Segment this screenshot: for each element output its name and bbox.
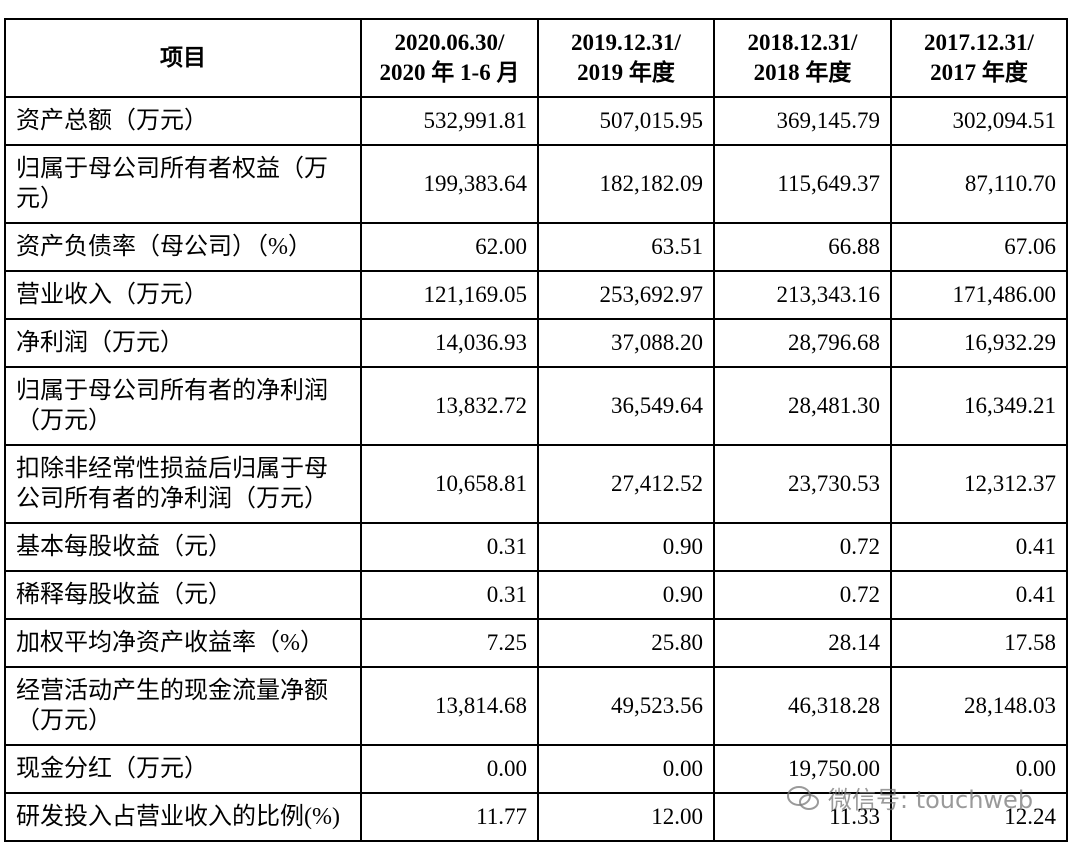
value-cell: 23,730.53: [713, 444, 892, 524]
value-cell: 0.31: [360, 570, 539, 620]
table-row: 营业收入（万元） 121,169.05 253,692.97 213,343.16 17…: [4, 270, 1068, 320]
value-cell: 87,110.70: [890, 144, 1068, 224]
row-label: 研发投入占营业收入的比例(%): [4, 792, 362, 842]
header-cell: 项目: [4, 18, 362, 98]
value-cell: 11.33: [713, 792, 892, 842]
row-label: 资产总额（万元）: [4, 96, 362, 146]
value-cell: 28,796.68: [713, 318, 892, 368]
header-line: 2017.12.31/: [924, 30, 1034, 55]
value-cell: 46,318.28: [713, 666, 892, 746]
table-row: 研发投入占营业收入的比例(%) 11.77 12.00 11.33 12.24: [4, 792, 1068, 842]
table-row: 稀释每股收益（元） 0.31 0.90 0.72 0.41: [4, 570, 1068, 620]
value-cell: 7.25: [360, 618, 539, 668]
value-cell: 121,169.05: [360, 270, 539, 320]
row-label: 加权平均净资产收益率（%）: [4, 618, 362, 668]
row-label: 经营活动产生的现金流量净额（万元）: [4, 666, 362, 746]
watermark: 微信号: touchweb: [786, 780, 1033, 815]
value-cell: 13,814.68: [360, 666, 539, 746]
table-row: 归属于母公司所有者权益（万元） 199,383.64 182,182.09 115,6…: [4, 144, 1068, 224]
value-cell: 0.90: [537, 570, 715, 620]
value-cell: 12.24: [890, 792, 1068, 842]
header-line: 2018 年度: [753, 60, 852, 85]
header-cell: 2019.12.31/2019 年度: [537, 18, 715, 98]
value-cell: 213,343.16: [713, 270, 892, 320]
value-cell: 0.41: [890, 570, 1068, 620]
value-cell: 532,991.81: [360, 96, 539, 146]
value-cell: 11.77: [360, 792, 539, 842]
row-label: 归属于母公司所有者权益（万元）: [4, 144, 362, 224]
wechat-icon: [787, 785, 819, 810]
header-cell: 2020.06.30/2020 年 1-6 月: [360, 18, 539, 98]
value-cell: 0.72: [713, 522, 892, 572]
value-cell: 507,015.95: [537, 96, 715, 146]
row-label: 扣除非经常性损益后归属于母公司所有者的净利润（万元）: [4, 444, 362, 524]
financial-table: 项目 2020.06.30/2020 年 1-6 月 2019.12.31/2019…: [4, 18, 1068, 842]
row-label: 基本每股收益（元）: [4, 522, 362, 572]
value-cell: 12,312.37: [890, 444, 1068, 524]
header-line: 2019.12.31/: [571, 30, 681, 55]
value-cell: 16,349.21: [890, 366, 1068, 446]
table-row: 经营活动产生的现金流量净额（万元） 13,814.68 49,523.56 46,31…: [4, 666, 1068, 746]
row-label: 资产负债率（母公司）（%）: [4, 222, 362, 272]
value-cell: 0.90: [537, 522, 715, 572]
row-label: 净利润（万元）: [4, 318, 362, 368]
header-cell: 2017.12.31/2017 年度: [890, 18, 1068, 98]
watermark-text: 微信号: touchweb: [828, 786, 1034, 814]
value-cell: 28,148.03: [890, 666, 1068, 746]
table-body: 资产总额（万元） 532,991.81 507,015.95 369,145.79 30…: [4, 96, 1068, 842]
value-cell: 28.14: [713, 618, 892, 668]
table-row: 资产负债率（母公司）（%） 62.00 63.51 66.88 67.06: [4, 222, 1068, 272]
value-cell: 19,750.00: [713, 744, 892, 794]
table-row: 加权平均净资产收益率（%） 7.25 25.80 28.14 17.58: [4, 618, 1068, 668]
row-label: 稀释每股收益（元）: [4, 570, 362, 620]
row-label: 现金分红（万元）: [4, 744, 362, 794]
value-cell: 36,549.64: [537, 366, 715, 446]
value-cell: 0.31: [360, 522, 539, 572]
row-label: 归属于母公司所有者的净利润（万元）: [4, 366, 362, 446]
value-cell: 66.88: [713, 222, 892, 272]
value-cell: 0.00: [890, 744, 1068, 794]
value-cell: 302,094.51: [890, 96, 1068, 146]
value-cell: 10,658.81: [360, 444, 539, 524]
value-cell: 171,486.00: [890, 270, 1068, 320]
value-cell: 28,481.30: [713, 366, 892, 446]
header-row: 项目 2020.06.30/2020 年 1-6 月 2019.12.31/2019…: [4, 18, 1068, 98]
value-cell: 16,932.29: [890, 318, 1068, 368]
value-cell: 0.72: [713, 570, 892, 620]
table-row: 资产总额（万元） 532,991.81 507,015.95 369,145.79 30…: [4, 96, 1068, 146]
value-cell: 63.51: [537, 222, 715, 272]
value-cell: 14,036.93: [360, 318, 539, 368]
value-cell: 0.41: [890, 522, 1068, 572]
value-cell: 37,088.20: [537, 318, 715, 368]
header-cell: 2018.12.31/2018 年度: [713, 18, 892, 98]
value-cell: 182,182.09: [537, 144, 715, 224]
value-cell: 115,649.37: [713, 144, 892, 224]
value-cell: 13,832.72: [360, 366, 539, 446]
value-cell: 67.06: [890, 222, 1068, 272]
header-line: 2018.12.31/: [747, 30, 858, 55]
table-row: 净利润（万元） 14,036.93 37,088.20 28,796.68 16,932…: [4, 318, 1068, 368]
value-cell: 25.80: [537, 618, 715, 668]
header-line: 2017 年度: [930, 60, 1028, 85]
value-cell: 27,412.52: [537, 444, 715, 524]
value-cell: 17.58: [890, 618, 1068, 668]
value-cell: 62.00: [360, 222, 539, 272]
table-row: 现金分红（万元） 0.00 0.00 19,750.00 0.00: [4, 744, 1068, 794]
table-row: 扣除非经常性损益后归属于母公司所有者的净利润（万元） 10,658.81 27,41…: [4, 444, 1068, 524]
header-line: 2019 年度: [577, 60, 675, 85]
value-cell: 199,383.64: [360, 144, 539, 224]
table-row: 归属于母公司所有者的净利润（万元） 13,832.72 36,549.64 28,48…: [4, 366, 1068, 446]
value-cell: 49,523.56: [537, 666, 715, 746]
table-row: 基本每股收益（元） 0.31 0.90 0.72 0.41: [4, 522, 1068, 572]
header-line: 2020.06.30/: [394, 30, 505, 55]
value-cell: 0.00: [360, 744, 539, 794]
header-line: 2020 年 1-6 月: [379, 60, 520, 85]
value-cell: 12.00: [537, 792, 715, 842]
row-label: 营业收入（万元）: [4, 270, 362, 320]
value-cell: 0.00: [537, 744, 715, 794]
value-cell: 253,692.97: [537, 270, 715, 320]
value-cell: 369,145.79: [713, 96, 892, 146]
